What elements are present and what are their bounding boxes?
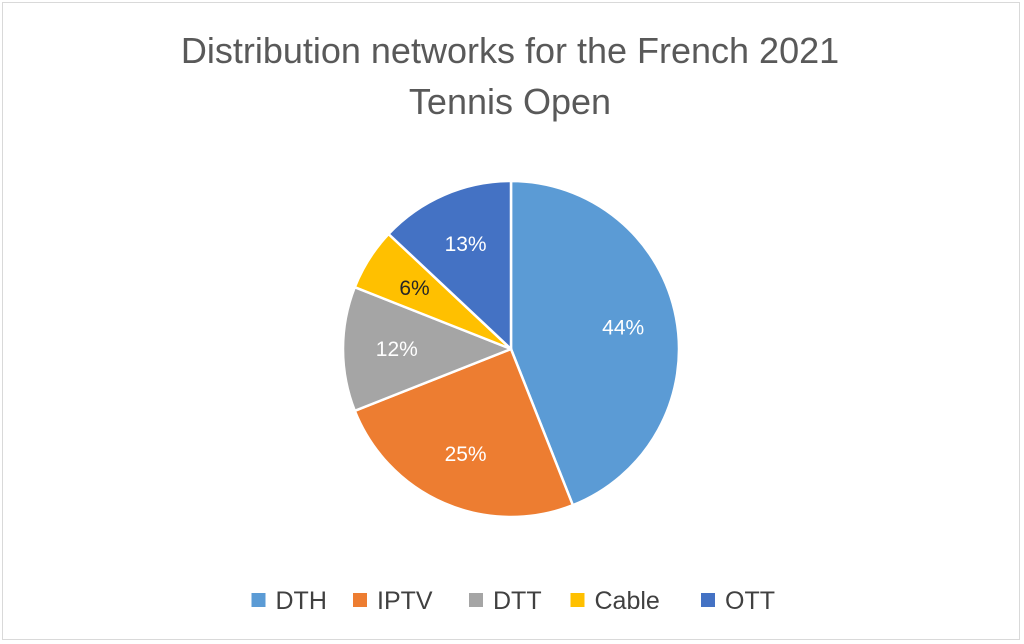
pie-data-labels: 44% 25% 12% 6% 13% bbox=[376, 233, 644, 466]
legend-swatch-ott bbox=[701, 593, 715, 607]
chart-legend: DTH IPTV DTT Cable OTT bbox=[251, 587, 775, 615]
pie-slice-dth bbox=[509, 179, 681, 507]
legend-swatch-dth bbox=[251, 593, 266, 607]
legend-item-iptv: IPTV bbox=[353, 587, 433, 615]
pie-slice-ott bbox=[387, 179, 513, 351]
data-label-dtt: 12% bbox=[376, 338, 418, 361]
legend-item-cable: Cable bbox=[570, 587, 660, 615]
chart-title-line-1: Distribution networks for the French 202… bbox=[181, 30, 839, 71]
legend-item-ott: OTT bbox=[701, 587, 775, 615]
legend-label-dtt: DTT bbox=[493, 587, 542, 615]
pie-slice-iptv bbox=[353, 347, 575, 519]
data-label-iptv: 25% bbox=[445, 443, 487, 466]
data-label-cable: 6% bbox=[399, 277, 429, 300]
data-label-dth: 44% bbox=[602, 317, 644, 340]
legend-label-iptv: IPTV bbox=[377, 587, 433, 615]
legend-item-dth: DTH bbox=[251, 587, 327, 615]
legend-label-dth: DTH bbox=[276, 587, 327, 615]
data-label-ott: 13% bbox=[445, 233, 487, 256]
legend-item-dtt: DTT bbox=[469, 587, 542, 615]
pie-slice-dtt bbox=[341, 285, 513, 413]
chart-title-line-2: Tennis Open bbox=[409, 81, 611, 122]
legend-swatch-iptv bbox=[353, 593, 367, 607]
legend-label-cable: Cable bbox=[595, 587, 660, 615]
legend-swatch-dtt bbox=[469, 593, 483, 607]
legend-label-ott: OTT bbox=[725, 587, 775, 615]
pie-slices bbox=[341, 179, 681, 519]
pie-chart: Distribution networks for the French 202… bbox=[181, 30, 839, 615]
legend-swatch-cable bbox=[570, 593, 585, 607]
